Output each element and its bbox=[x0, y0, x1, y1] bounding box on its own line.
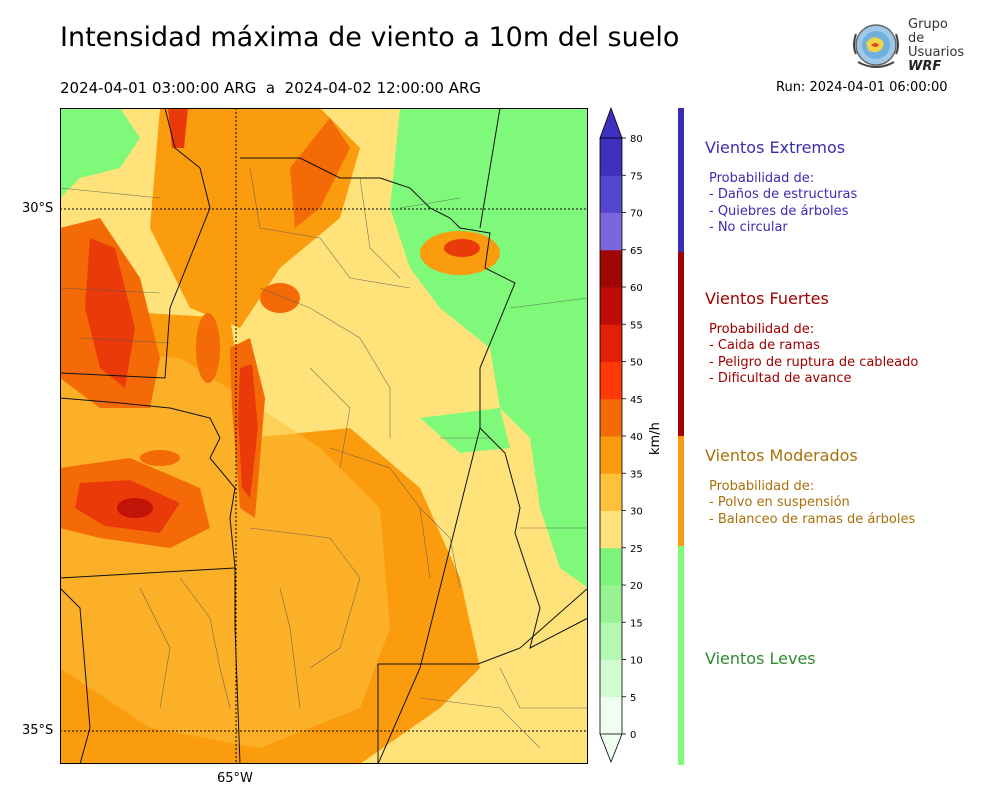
colorbar-tick-label: 30 bbox=[630, 507, 643, 518]
map-title: Intensidad máxima de viento a 10m del su… bbox=[60, 22, 680, 53]
colorbar-tick-label: 10 bbox=[630, 656, 643, 667]
fill-orange-north-cell bbox=[290, 118, 350, 228]
fill-green-nw bbox=[60, 108, 140, 198]
category-heading: Probabilidad de: bbox=[709, 322, 815, 337]
category-bar bbox=[678, 108, 684, 252]
wind-map bbox=[60, 108, 588, 764]
colorbar-segment bbox=[600, 436, 622, 474]
colorbar-tick-label: 80 bbox=[630, 134, 643, 145]
colorbar-tick-label: 40 bbox=[630, 432, 643, 443]
colorbar-tick-label: 45 bbox=[630, 395, 643, 406]
fill-orange-blob-center3 bbox=[140, 450, 180, 466]
run-time: Run: 2024-04-01 06:00:00 bbox=[776, 80, 948, 95]
category-item: - Dificultad de avance bbox=[709, 370, 852, 386]
valid-period: 2024-04-01 03:00:00 ARG a 2024-04-02 12:… bbox=[60, 79, 482, 97]
lat-label-30s: 30°S bbox=[22, 201, 54, 216]
category-item: - No circular bbox=[709, 219, 788, 235]
category-name: Vientos Leves bbox=[705, 649, 816, 668]
colorbar-segment bbox=[600, 622, 622, 660]
category-item: - Daños de estructuras bbox=[709, 187, 858, 203]
department-borders bbox=[60, 167, 588, 749]
fill-red-west bbox=[85, 238, 135, 388]
fill-orange-blob-center bbox=[260, 283, 300, 313]
colorbar-unit: km/h bbox=[648, 422, 663, 455]
category-item: - Caida de ramas bbox=[709, 338, 820, 354]
logo-line-2: Usuarios bbox=[908, 45, 965, 60]
colorbar-segment bbox=[600, 361, 622, 400]
colorbar-segment bbox=[600, 473, 622, 511]
colorbar-extend-high bbox=[599, 106, 623, 139]
fill-red-cell-ne bbox=[444, 239, 480, 257]
category-bar bbox=[678, 546, 684, 765]
logo-line-1: Grupo de bbox=[908, 17, 948, 46]
category-name: Vientos Extremos bbox=[705, 138, 846, 157]
colorbar-segment bbox=[600, 585, 622, 623]
fill-red-ridge bbox=[238, 364, 258, 498]
colorbar-tick-label: 55 bbox=[630, 320, 643, 331]
colorbar-tick-label: 60 bbox=[630, 283, 643, 294]
colorbar-tick-label: 25 bbox=[630, 544, 643, 555]
colorbar-segment bbox=[600, 175, 622, 213]
colorbar-segment bbox=[600, 287, 622, 325]
category-item: - Quiebres de árboles bbox=[709, 203, 849, 219]
colorbar-segment bbox=[600, 547, 622, 586]
colorbar-tick-label: 0 bbox=[630, 730, 636, 741]
category-bar bbox=[678, 436, 684, 546]
colorbar-segment bbox=[600, 138, 622, 176]
category-heading: Probabilidad de: bbox=[709, 171, 815, 186]
colorbar-tick-label: 70 bbox=[630, 209, 643, 220]
colorbar-tick-label: 50 bbox=[630, 358, 643, 369]
map-frame bbox=[60, 108, 588, 764]
fill-dark-red-sw bbox=[117, 498, 153, 518]
colorbar-tick-label: 65 bbox=[630, 246, 643, 257]
category-heading: Probabilidad de: bbox=[709, 479, 815, 494]
colorbar-segment bbox=[600, 659, 622, 698]
category-item: - Polvo en suspensión bbox=[709, 495, 850, 511]
colorbar-tick-label: 75 bbox=[630, 171, 643, 182]
grupo-wrf-logo: Grupo de Usuarios WRF bbox=[848, 17, 968, 74]
colorbar-tick-label: 15 bbox=[630, 618, 643, 629]
category-name: Vientos Moderados bbox=[705, 446, 858, 465]
fill-green-center bbox=[420, 408, 510, 453]
colorbar-segment bbox=[600, 212, 622, 251]
logo-line-3: WRF bbox=[908, 59, 942, 74]
category-item: - Peligro de ruptura de cableado bbox=[709, 354, 919, 370]
category-description: Probabilidad de: - Caida de ramas - Peligr… bbox=[709, 322, 918, 387]
colorbar-tick-label: 5 bbox=[630, 693, 636, 704]
category-bar bbox=[678, 252, 684, 436]
colorbar-tick-label: 35 bbox=[630, 469, 643, 480]
colorbar-segment bbox=[600, 696, 622, 735]
colorbar-segment bbox=[600, 249, 622, 288]
globe-icon bbox=[853, 24, 899, 68]
province-borders bbox=[60, 108, 588, 764]
fill-orange-blob-center2 bbox=[196, 313, 220, 383]
lat-label-35s: 35°S bbox=[22, 723, 54, 738]
category-name: Vientos Fuertes bbox=[705, 289, 829, 308]
fill-light-orange bbox=[60, 348, 390, 748]
wind-colorbar: 0 5 10 15 20 25 30 35 40 45 50 55 60 65 70 75 80 bbox=[599, 106, 643, 764]
colorbar-segment bbox=[600, 324, 622, 362]
colorbar-segment bbox=[600, 398, 622, 437]
colorbar-tick-label: 20 bbox=[630, 581, 643, 592]
colorbar-extend-low bbox=[599, 733, 623, 764]
fill-green-ne bbox=[390, 108, 588, 438]
colorbar-segment bbox=[600, 510, 622, 549]
category-item: - Balanceo de ramas de árboles bbox=[709, 511, 916, 527]
fill-green-east bbox=[530, 428, 588, 588]
lon-label-65w: 65°W bbox=[217, 771, 253, 786]
category-description: Probabilidad de: - Daños de estructuras - … bbox=[709, 171, 857, 236]
category-description: Probabilidad de: - Polvo en suspensión - B… bbox=[709, 479, 915, 528]
